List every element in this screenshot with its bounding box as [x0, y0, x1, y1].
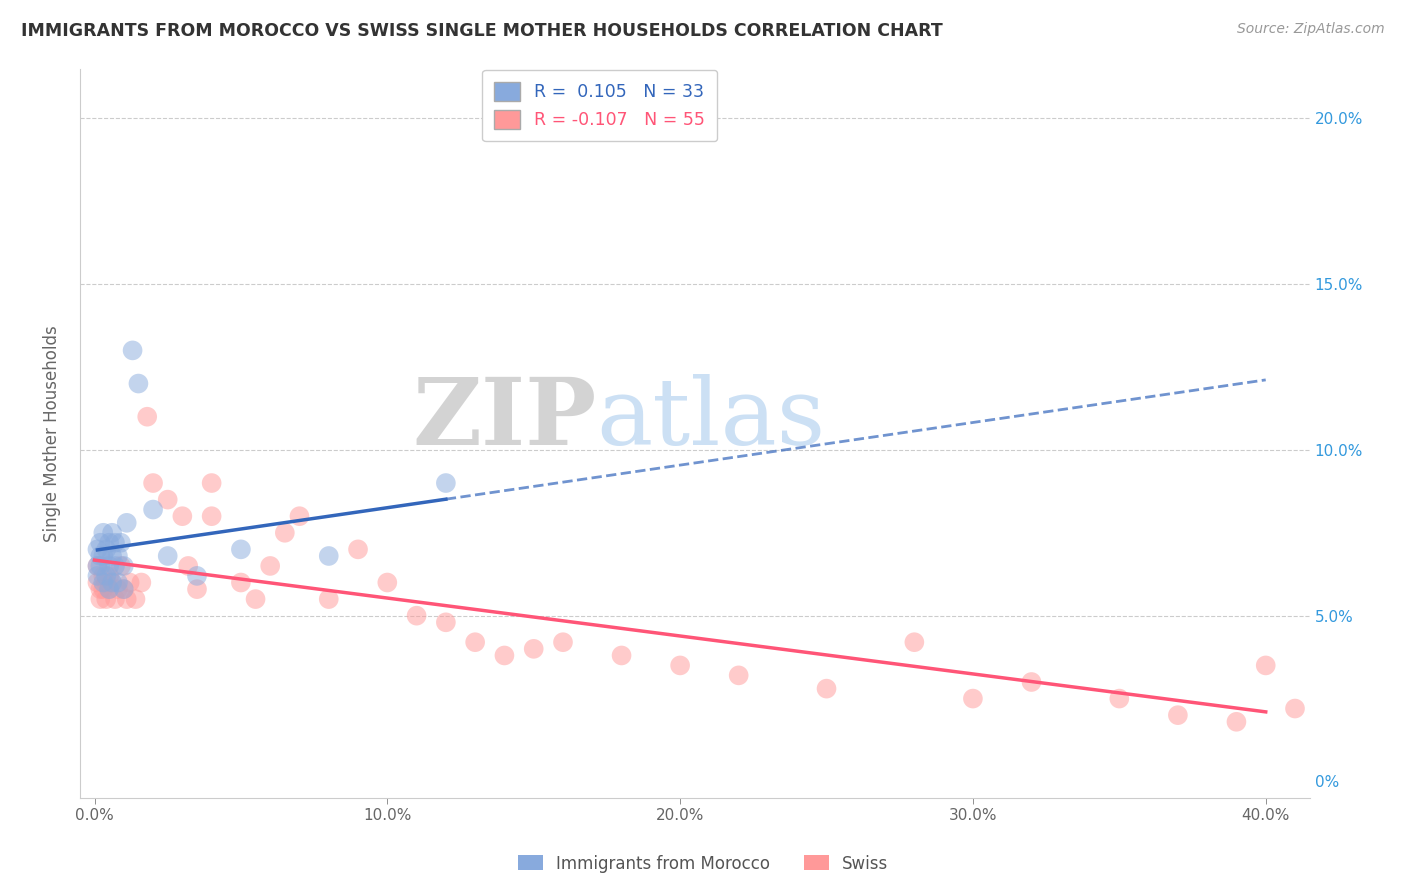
Point: [91, 525, 114, 540]
Point: [110, 558, 132, 573]
Point: [96, 575, 118, 590]
Point: [89, 558, 111, 573]
Point: [172, 509, 194, 524]
Point: [156, 492, 179, 507]
Point: [434, 615, 457, 630]
Point: [101, 575, 124, 590]
Point: [259, 558, 281, 573]
Point: [142, 502, 165, 516]
Point: [118, 575, 141, 590]
Point: [112, 582, 135, 596]
Point: [1021, 675, 1043, 690]
Point: [156, 549, 179, 563]
Point: [142, 476, 165, 491]
Point: [375, 575, 398, 590]
Point: [112, 558, 135, 573]
Point: [1254, 658, 1277, 673]
Point: [186, 569, 208, 583]
Text: Source: ZipAtlas.com: Source: ZipAtlas.com: [1237, 22, 1385, 37]
Point: [98, 535, 121, 549]
Point: [98, 558, 121, 573]
Text: IMMIGRANTS FROM MOROCCO VS SWISS SINGLE MOTHER HOUSEHOLDS CORRELATION CHART: IMMIGRANTS FROM MOROCCO VS SWISS SINGLE …: [21, 22, 943, 40]
Point: [112, 582, 135, 596]
Point: [86, 575, 108, 590]
Point: [274, 525, 297, 540]
Text: ZIP: ZIP: [412, 374, 596, 464]
Point: [551, 635, 574, 649]
Point: [104, 535, 127, 549]
Legend: Immigrants from Morocco, Swiss: Immigrants from Morocco, Swiss: [512, 848, 894, 880]
Point: [96, 542, 118, 557]
Point: [464, 635, 486, 649]
Point: [610, 648, 633, 663]
Point: [89, 582, 111, 596]
Point: [98, 582, 121, 596]
Y-axis label: Single Mother Households: Single Mother Households: [44, 325, 60, 541]
Point: [121, 343, 143, 358]
Point: [101, 549, 124, 563]
Point: [89, 535, 111, 549]
Point: [1313, 681, 1336, 696]
Text: atlas: atlas: [596, 374, 825, 464]
Point: [1108, 691, 1130, 706]
Point: [405, 608, 427, 623]
Point: [318, 549, 340, 563]
Point: [96, 592, 118, 607]
Point: [107, 575, 129, 590]
Point: [201, 509, 224, 524]
Point: [177, 558, 200, 573]
Point: [86, 542, 108, 557]
Point: [91, 582, 114, 596]
Point: [107, 549, 129, 563]
Point: [107, 582, 129, 596]
Point: [229, 575, 252, 590]
Point: [1225, 714, 1247, 729]
Point: [288, 509, 311, 524]
Point: [89, 549, 111, 563]
Point: [124, 592, 146, 607]
Point: [1167, 708, 1189, 723]
Point: [1343, 708, 1365, 723]
Point: [523, 641, 546, 656]
Point: [110, 535, 132, 549]
Point: [1284, 701, 1306, 715]
Point: [86, 569, 108, 583]
Point: [91, 549, 114, 563]
Point: [91, 575, 114, 590]
Point: [89, 592, 111, 607]
Point: [903, 635, 925, 649]
Point: [318, 592, 340, 607]
Point: [962, 691, 984, 706]
Point: [104, 558, 127, 573]
Point: [727, 668, 749, 682]
Point: [86, 558, 108, 573]
Point: [86, 558, 108, 573]
Point: [101, 525, 124, 540]
Point: [115, 592, 138, 607]
Point: [91, 569, 114, 583]
Point: [815, 681, 838, 696]
Point: [98, 582, 121, 596]
Point: [101, 575, 124, 590]
Point: [669, 658, 692, 673]
Point: [131, 575, 153, 590]
Point: [229, 542, 252, 557]
Point: [127, 376, 149, 391]
Point: [186, 582, 208, 596]
Point: [104, 592, 127, 607]
Point: [98, 569, 121, 583]
Legend: R =  0.105   N = 33, R = -0.107   N = 55: R = 0.105 N = 33, R = -0.107 N = 55: [482, 70, 717, 142]
Point: [201, 476, 224, 491]
Point: [136, 409, 159, 424]
Point: [494, 648, 516, 663]
Point: [347, 542, 370, 557]
Point: [434, 476, 457, 491]
Point: [115, 516, 138, 530]
Point: [96, 569, 118, 583]
Point: [245, 592, 267, 607]
